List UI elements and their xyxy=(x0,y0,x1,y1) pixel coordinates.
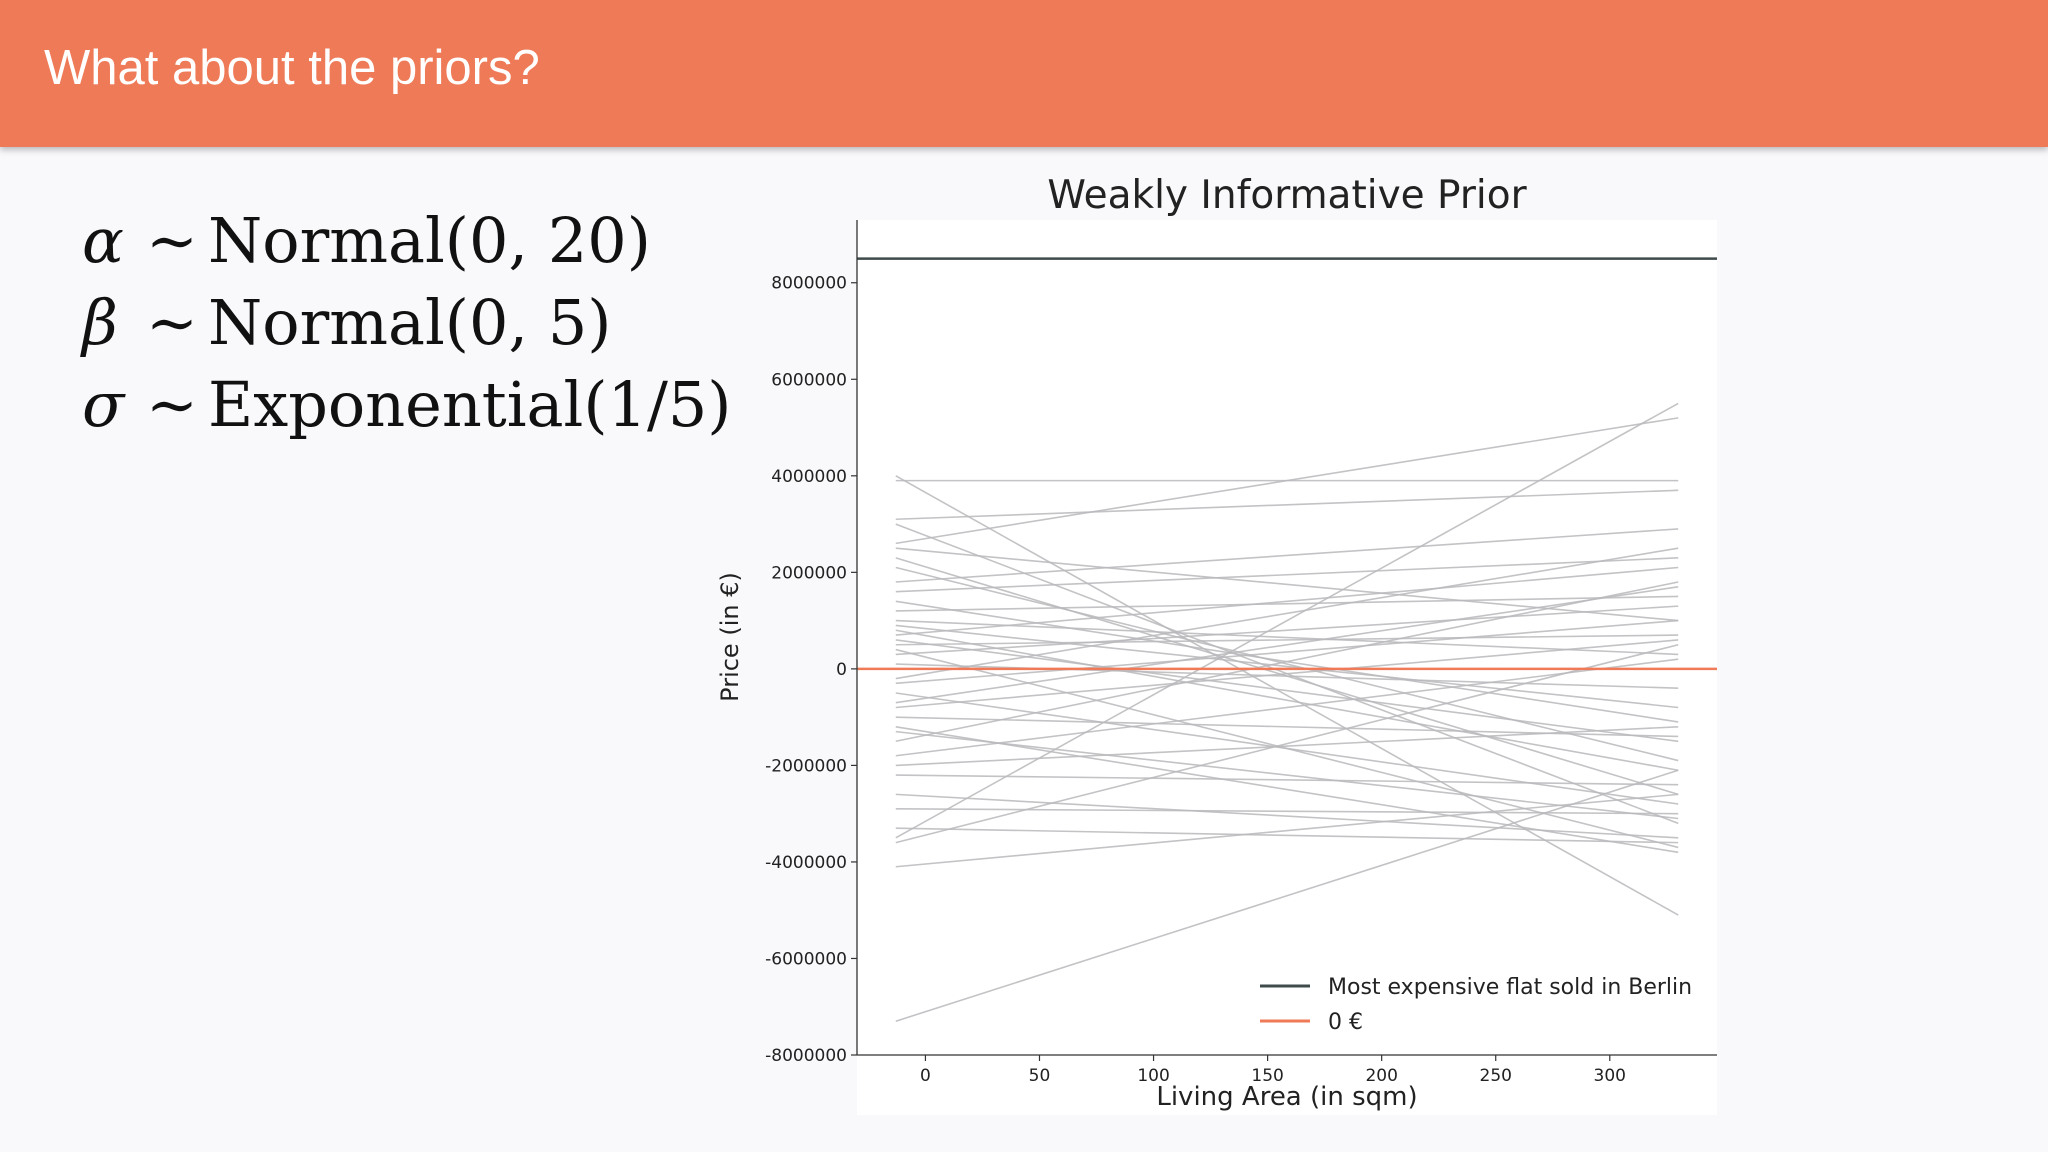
formula-beta: β ∼ Normal(0, 5) xyxy=(82,282,732,364)
prior-line xyxy=(895,619,1679,656)
y-tick-label: 2000000 xyxy=(771,563,847,583)
prior-line xyxy=(895,402,1679,839)
x-axis-label: Living Area (in sqm) xyxy=(1156,1082,1417,1112)
prior-line xyxy=(895,600,1679,723)
prior-formulas: α ∼ Normal(0, 20) β ∼ Normal(0, 5) σ ∼ Exponen… xyxy=(82,200,732,446)
prior-line xyxy=(895,624,1679,709)
chart-legend: Most expensive flat sold in Berlin 0 € xyxy=(1260,975,1692,1035)
prior-line xyxy=(895,605,1679,656)
prior-line xyxy=(895,793,1679,839)
formula-expression: Normal(0, 5) xyxy=(208,286,612,359)
y-tick-label: -2000000 xyxy=(765,756,847,776)
formula-tilde: ∼ xyxy=(146,286,198,359)
chart-title: Weakly Informative Prior xyxy=(1047,173,1527,218)
slide-title: What about the priors? xyxy=(44,41,540,95)
formula-alpha: α ∼ Normal(0, 20) xyxy=(82,200,732,282)
prior-line xyxy=(895,730,1679,820)
y-axis-label: Price (in €) xyxy=(716,572,744,702)
prior-chart: Weakly Informative Prior -8000000 -600000… xyxy=(716,173,1717,1115)
x-tick-label: 0 xyxy=(920,1066,931,1086)
prior-line xyxy=(895,827,1679,844)
y-tick-label: 6000000 xyxy=(771,370,847,390)
prior-line xyxy=(895,639,1679,709)
prior-line xyxy=(895,658,1679,757)
prior-line xyxy=(895,774,1679,786)
y-ticks-group: -8000000 -6000000 -4000000 -2000000 0 2000000… xyxy=(765,274,857,1066)
formula-symbol: σ xyxy=(82,368,125,441)
prior-line xyxy=(895,648,1679,849)
prior-line xyxy=(895,595,1679,612)
prior-line xyxy=(895,489,1679,521)
prior-line xyxy=(895,726,1679,854)
reference-lines-group xyxy=(857,257,1717,671)
prior-line xyxy=(895,547,1679,680)
formula-expression: Exponential(1/5) xyxy=(208,368,732,441)
prior-line xyxy=(895,793,1679,868)
x-tick-label: 100 xyxy=(1137,1066,1169,1086)
prior-line xyxy=(895,557,1679,593)
prior-line xyxy=(895,634,1679,646)
x-tick-label: 50 xyxy=(1029,1066,1051,1086)
legend-label: Most expensive flat sold in Berlin xyxy=(1328,975,1692,1000)
prior-line xyxy=(895,769,1679,1022)
y-tick-label: -8000000 xyxy=(765,1046,847,1066)
x-tick-label: 300 xyxy=(1594,1066,1626,1086)
x-tick-label: 200 xyxy=(1365,1066,1397,1086)
formula-symbol: α xyxy=(82,204,124,277)
prior-line xyxy=(895,528,1679,583)
legend-label: 0 € xyxy=(1328,1010,1363,1035)
formula-sigma: σ ∼ Exponential(1/5) xyxy=(82,364,732,446)
y-tick-label: -6000000 xyxy=(765,949,847,969)
y-tick-label: -4000000 xyxy=(765,853,847,873)
formula-tilde: ∼ xyxy=(146,368,198,441)
x-tick-label: 150 xyxy=(1251,1066,1283,1086)
formula-symbol: β xyxy=(82,286,118,359)
y-tick-label: 0 xyxy=(836,660,847,680)
x-tick-label: 250 xyxy=(1480,1066,1512,1086)
formula-expression: Normal(0, 20) xyxy=(208,204,651,277)
prior-line xyxy=(895,475,1679,916)
prior-line xyxy=(895,619,1679,685)
prior-line xyxy=(895,808,1679,815)
formula-tilde: ∼ xyxy=(146,204,198,277)
prior-line xyxy=(895,725,1679,767)
y-tick-label: 8000000 xyxy=(771,274,847,294)
slide-header: What about the priors? xyxy=(0,0,2048,147)
y-tick-label: 4000000 xyxy=(771,467,847,487)
x-ticks-group: 0 50 100 150 200 250 300 xyxy=(920,1055,1626,1086)
prior-line xyxy=(895,629,1679,772)
prior-line xyxy=(895,566,1679,636)
prior-lines-group xyxy=(895,402,1679,1022)
prior-line xyxy=(895,566,1679,762)
